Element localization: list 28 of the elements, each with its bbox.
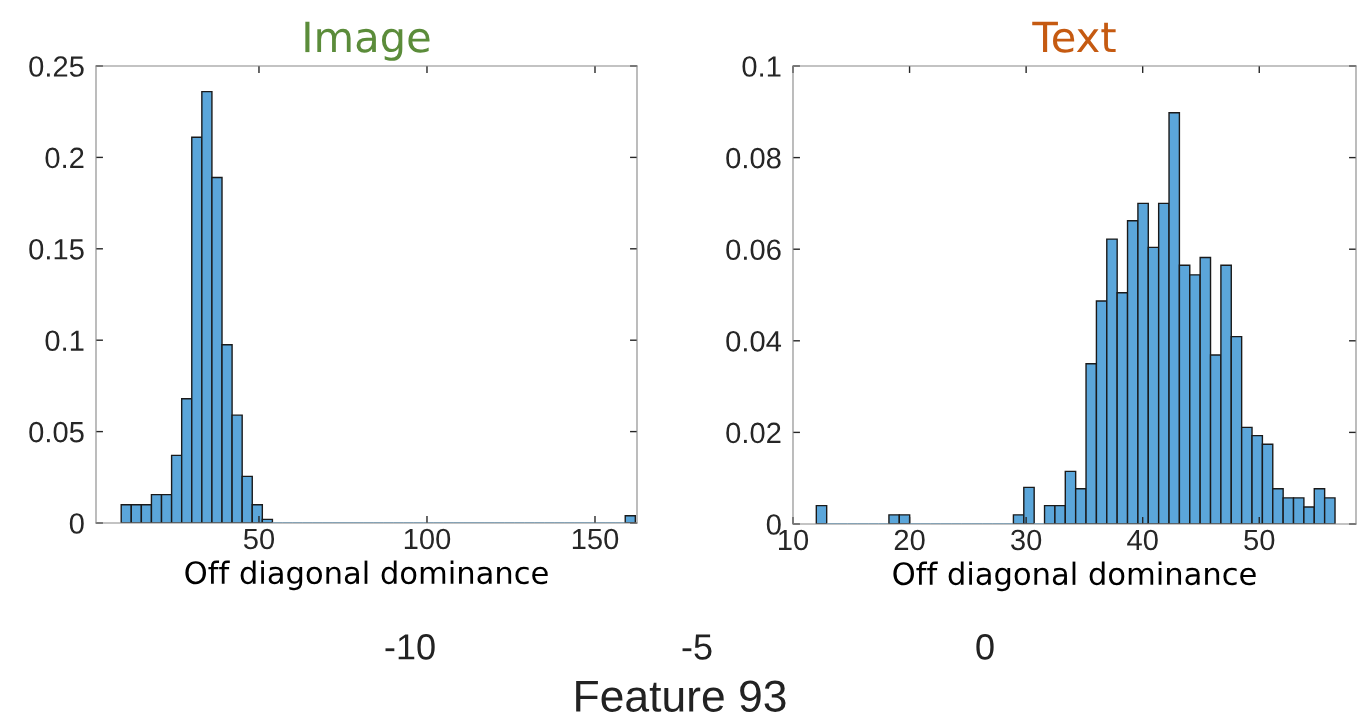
- y-tick-label: 0.2: [45, 147, 84, 169]
- x-tick-label: 150: [572, 528, 619, 550]
- y-tick-label: 0.05: [29, 421, 84, 443]
- chart-title: Text: [1032, 21, 1116, 53]
- y-tick-label: 0.1: [45, 330, 84, 352]
- x-tick-label: 20: [894, 529, 925, 551]
- y-tick-label: 0.02: [726, 422, 781, 444]
- y-tick-label: 0.06: [726, 239, 781, 261]
- x-tick-label: 100: [404, 528, 451, 550]
- y-tick-label: 0: [69, 513, 84, 534]
- y-tick-label: 0.1: [742, 56, 781, 77]
- x-tick-label: 40: [1127, 529, 1158, 551]
- y-tick-label: 0: [766, 514, 781, 535]
- y-tick-label: 0.25: [29, 56, 84, 77]
- x-tick-label: 50: [243, 528, 275, 550]
- y-tick-label: 0.04: [726, 331, 782, 352]
- chart-title: Image: [305, 21, 430, 61]
- x-tick-label: 30: [1011, 529, 1042, 551]
- y-tick-label: 0.15: [29, 239, 84, 260]
- text: -10: [385, 634, 435, 660]
- y-tick-label: 0.08: [726, 147, 781, 169]
- text: Feature 93: [576, 680, 786, 712]
- x-tick-label: 10: [779, 529, 809, 551]
- text: -5: [682, 634, 712, 660]
- text: 0: [976, 634, 994, 660]
- x-tick-label: 50: [1244, 529, 1275, 551]
- x-axis-title: Off diagonal dominance: [185, 560, 548, 591]
- x-axis-title: Off diagonal dominance: [893, 561, 1256, 592]
